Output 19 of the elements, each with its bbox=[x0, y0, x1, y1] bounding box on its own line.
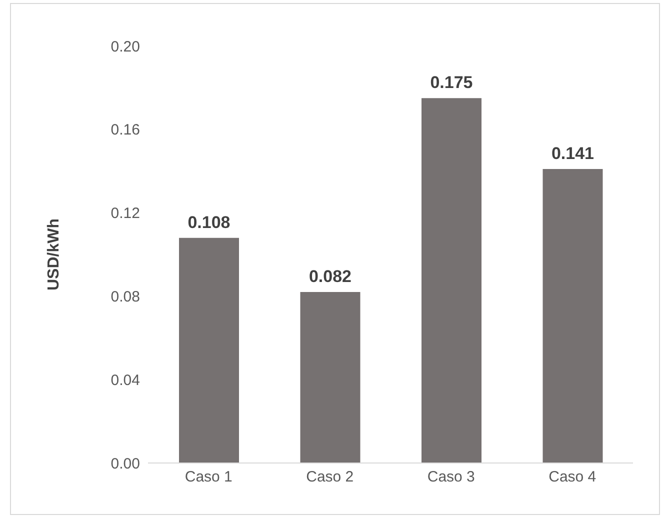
y-axis-title: USD/kWh bbox=[46, 218, 63, 290]
y-tick-label: 0.12 bbox=[110, 205, 140, 222]
x-tick-label: Caso 2 bbox=[306, 468, 354, 486]
data-label: 0.108 bbox=[188, 212, 230, 232]
bar bbox=[179, 238, 239, 463]
x-tick-label: Caso 4 bbox=[548, 468, 596, 486]
data-label: 0.141 bbox=[551, 144, 594, 164]
y-tick-label: 0.16 bbox=[110, 122, 140, 139]
y-tick-label: 0.04 bbox=[110, 372, 140, 389]
x-tick-label: Caso 3 bbox=[427, 468, 475, 486]
y-tick-label: 0.08 bbox=[110, 288, 140, 306]
y-tick-label: 0.20 bbox=[110, 38, 140, 56]
x-tick-label: Caso 1 bbox=[184, 468, 232, 486]
bar bbox=[422, 98, 482, 463]
data-label: 0.175 bbox=[430, 73, 473, 92]
bar bbox=[300, 292, 360, 463]
y-tick-label: 0.00 bbox=[110, 455, 140, 472]
data-label: 0.082 bbox=[308, 267, 352, 286]
bar bbox=[542, 169, 603, 463]
